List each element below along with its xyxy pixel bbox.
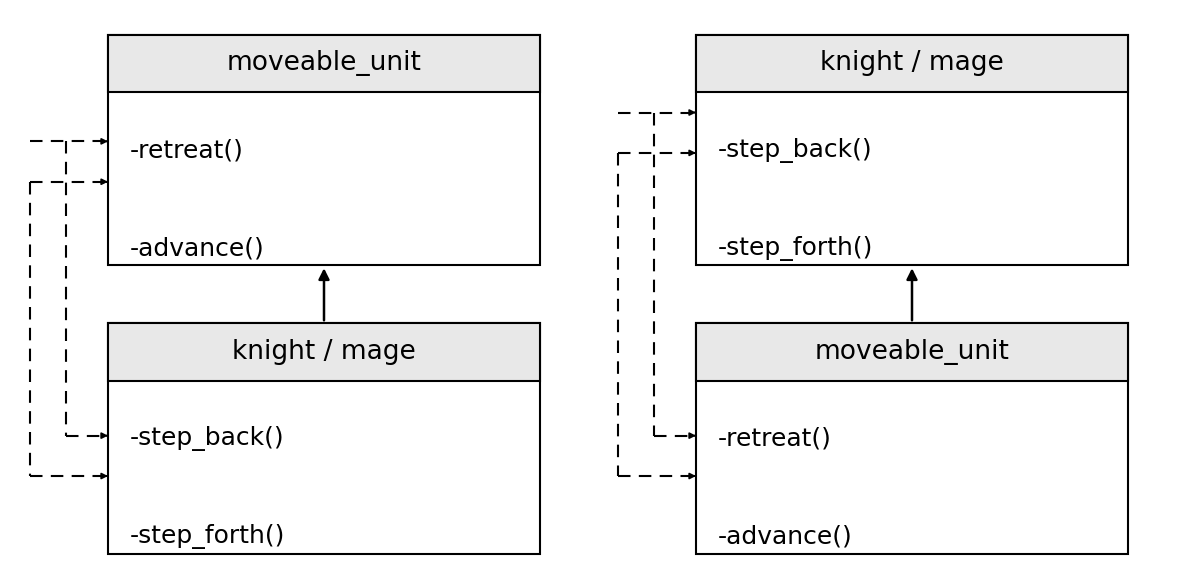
Text: -step_forth(): -step_forth()	[130, 524, 284, 549]
Bar	[108, 323, 540, 381]
Bar	[108, 323, 540, 554]
Bar	[108, 35, 540, 92]
Text: -step_forth(): -step_forth()	[718, 235, 872, 261]
Text: -advance(): -advance()	[718, 524, 852, 549]
Text: moveable_unit: moveable_unit	[227, 50, 421, 77]
Text: -advance(): -advance()	[130, 236, 264, 260]
Text: -step_back(): -step_back()	[130, 426, 284, 451]
Text: knight / mage: knight / mage	[232, 339, 416, 365]
Text: -retreat(): -retreat()	[130, 138, 244, 162]
Text: -step_back(): -step_back()	[718, 137, 872, 163]
Text: moveable_unit: moveable_unit	[815, 339, 1009, 365]
Bar	[696, 35, 1128, 92]
Text: knight / mage: knight / mage	[820, 50, 1004, 77]
Bar	[696, 323, 1128, 554]
Bar	[696, 323, 1128, 381]
Bar	[108, 35, 540, 265]
Text: -retreat(): -retreat()	[718, 426, 832, 451]
Bar	[696, 35, 1128, 265]
